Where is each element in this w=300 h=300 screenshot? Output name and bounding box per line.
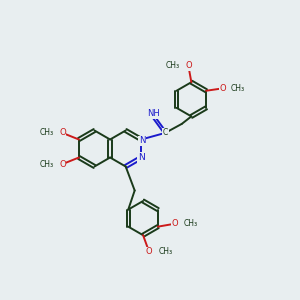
Text: CH₃: CH₃ xyxy=(40,128,54,137)
Text: O: O xyxy=(146,247,152,256)
Text: CH₃: CH₃ xyxy=(183,219,197,228)
Text: O: O xyxy=(185,61,192,70)
Text: NH: NH xyxy=(147,109,160,118)
Text: CH₃: CH₃ xyxy=(231,84,245,93)
Text: O: O xyxy=(219,84,226,93)
Text: CH₃: CH₃ xyxy=(40,160,54,169)
Text: N: N xyxy=(139,136,146,145)
Text: O: O xyxy=(59,160,66,169)
Text: O: O xyxy=(59,128,66,137)
Text: C: C xyxy=(163,128,168,137)
Text: CH₃: CH₃ xyxy=(158,247,172,256)
Text: O: O xyxy=(172,219,178,228)
Text: N: N xyxy=(138,153,145,162)
Text: CH₃: CH₃ xyxy=(166,61,180,70)
